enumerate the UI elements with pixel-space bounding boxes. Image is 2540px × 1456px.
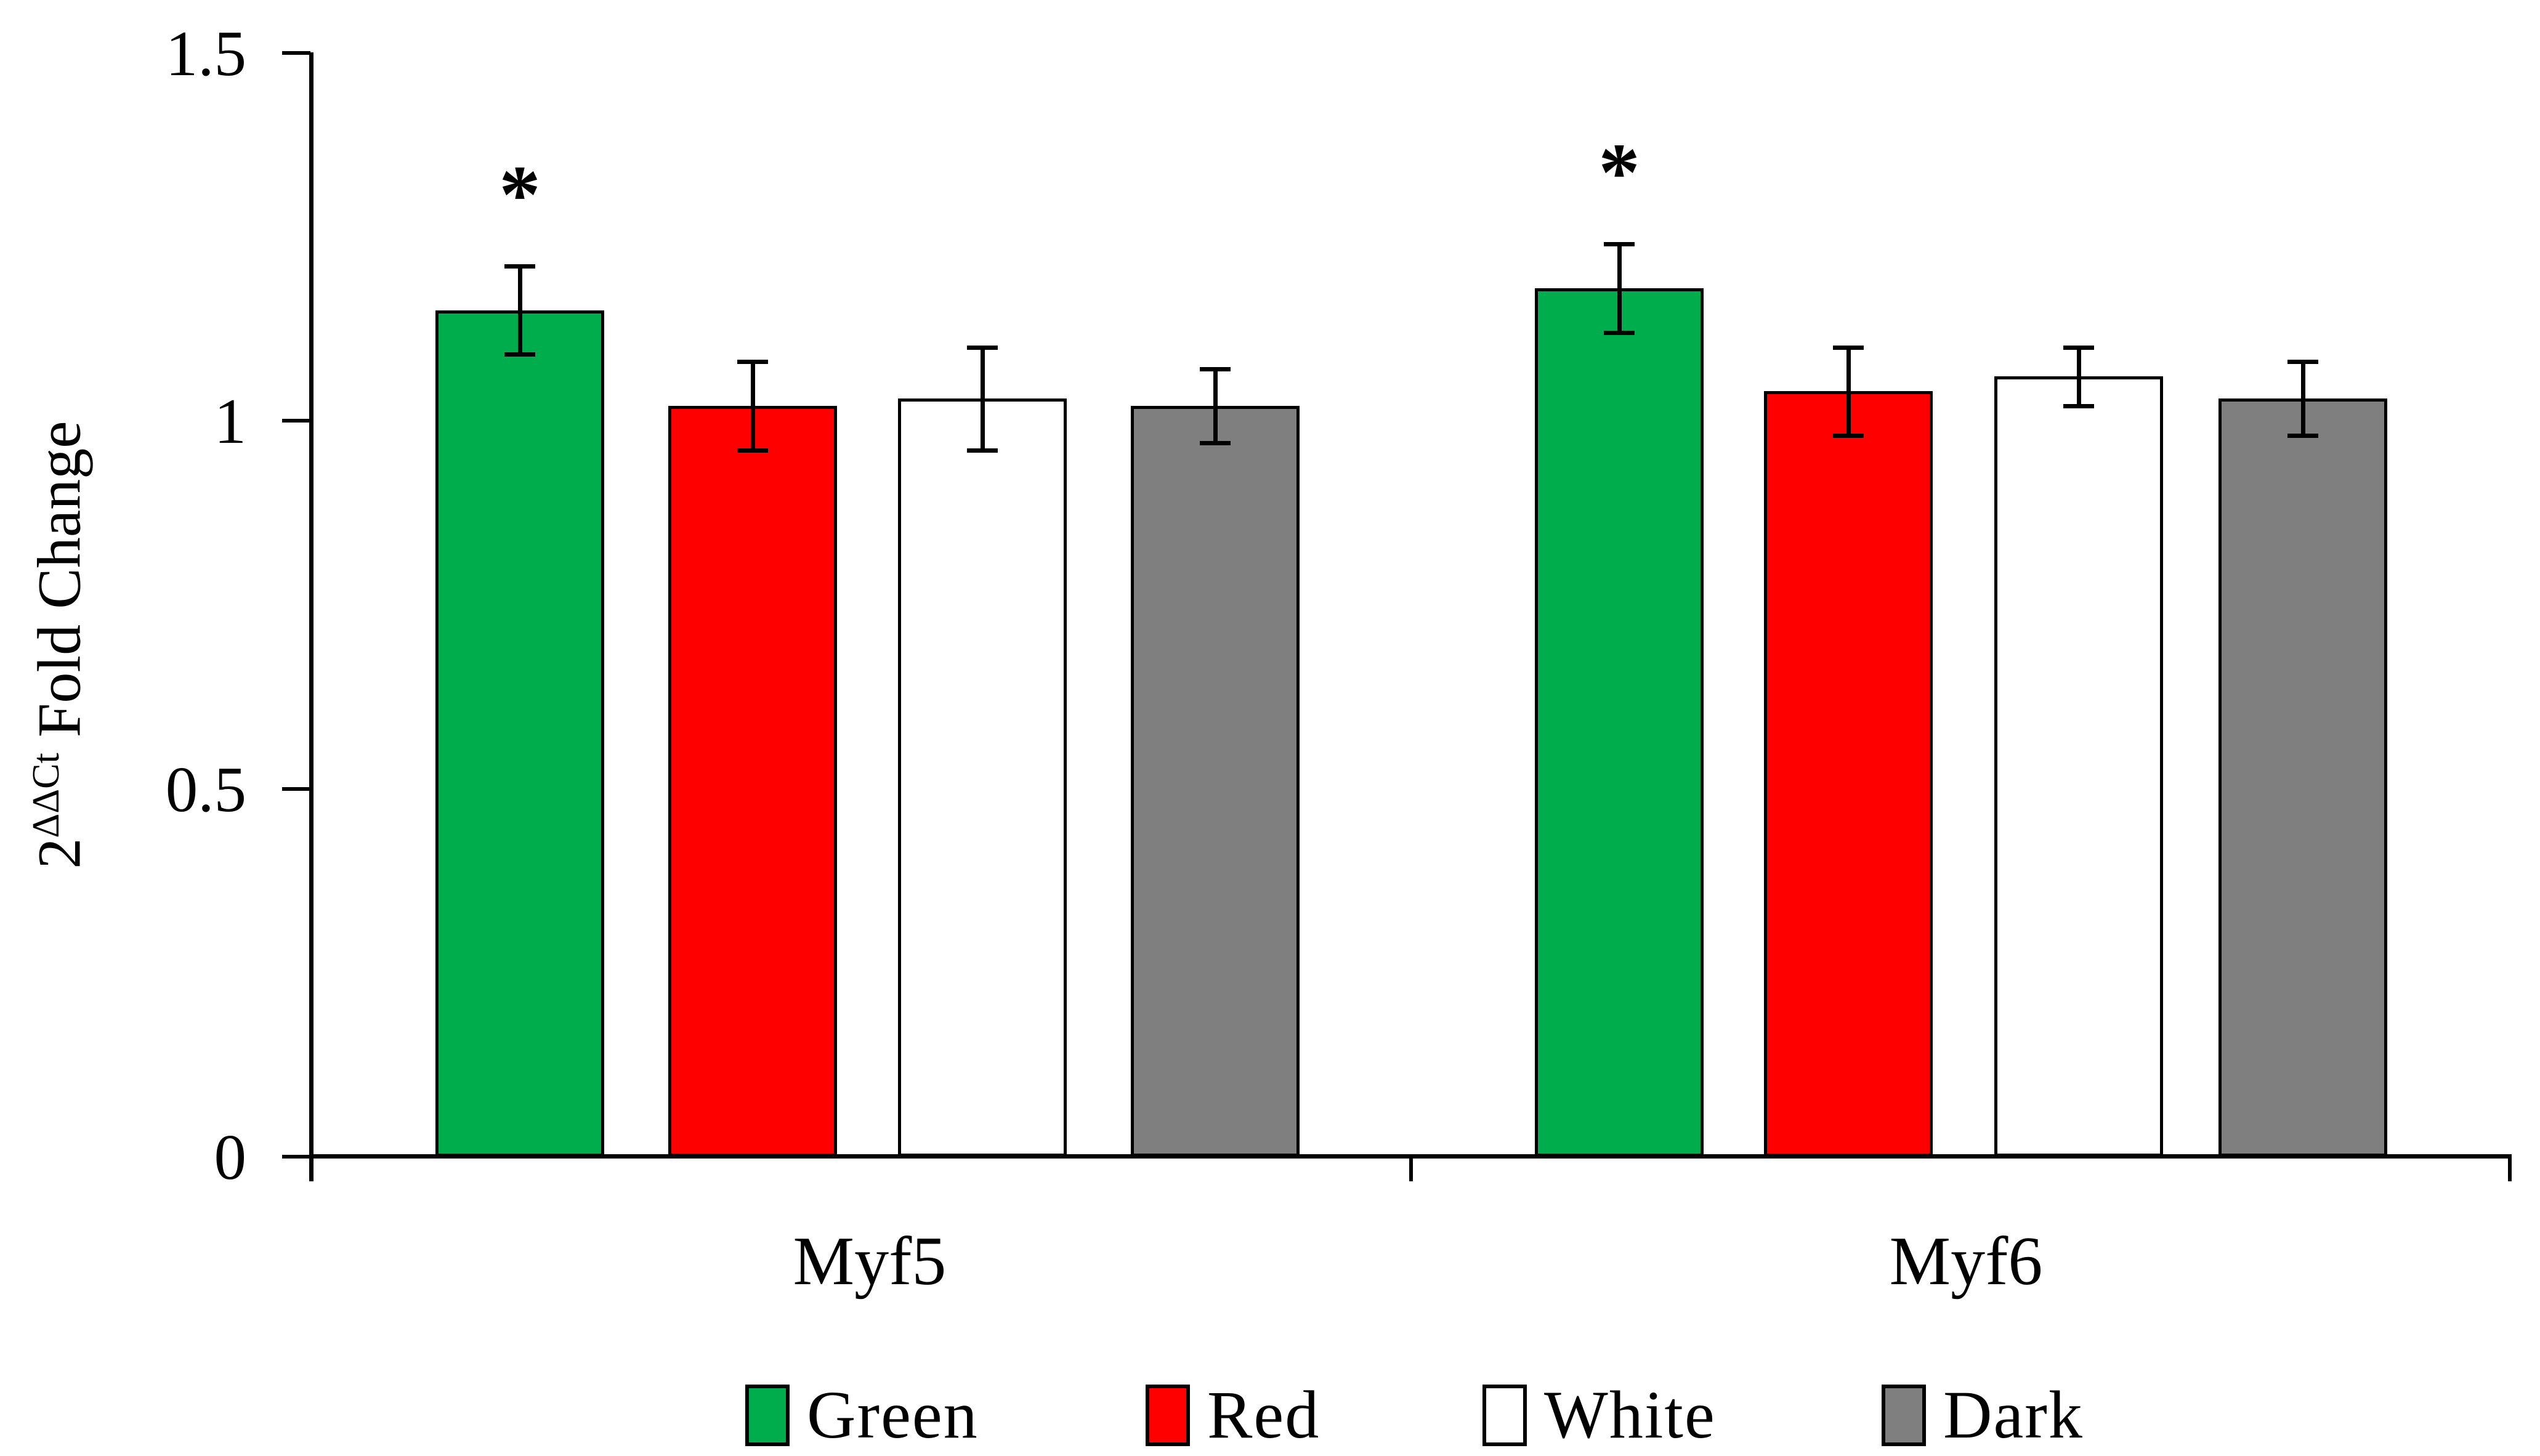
bar-myf5-white-error-whisker [980,347,985,450]
bar-myf6-green-error-cap-bottom [1604,330,1635,335]
bar-myf6-dark-error-cap-top [2287,360,2318,365]
legend-label-dark: Dark [1943,1377,2084,1452]
bar-myf6-dark [2218,398,2387,1157]
bar-myf5-white-error-cap-bottom [967,448,998,453]
bar-myf6-red-error-whisker [1846,347,1851,435]
x-category-label-myf5: Myf5 [793,1223,947,1300]
y-tick-label-0.5: 0.5 [165,753,246,825]
legend-swatch-white [1482,1385,1527,1446]
bar-myf5-red-error-whisker [750,362,755,450]
legend-label-red: Red [1207,1377,1321,1452]
bar-myf6-red [1764,391,1933,1157]
bar-myf6-red-error-cap-top [1833,345,1864,350]
legend-swatch-dark [1882,1385,1926,1446]
bar-myf6-white-error-cap-top [2063,345,2094,350]
bar-myf5-white-error-cap-top [967,345,998,350]
bar-myf6-white [1994,376,2163,1157]
legend-swatch-green [745,1385,790,1446]
bar-myf6-green [1535,288,1704,1157]
bar-myf5-dark-error-whisker [1213,369,1218,443]
bar-myf5-red-error-cap-top [737,360,768,365]
y-axis-tick-1.5 [282,51,310,55]
bar-myf6-dark-error-whisker [2300,362,2305,435]
legend-swatch-red [1146,1385,1190,1446]
y-tick-label-1: 1 [214,385,247,457]
bar-myf6-dark-error-cap-bottom [2287,433,2318,438]
bar-myf5-white [898,398,1067,1157]
bar-myf5-dark-error-cap-top [1200,367,1231,372]
bar-myf5-green-error-whisker [517,266,522,355]
bar-myf5-green [435,310,604,1157]
significance-asterisk-myf6: * [1598,127,1640,219]
bar-myf6-green-error-cap-top [1604,242,1635,247]
x-category-label-myf6: Myf6 [1889,1223,2043,1300]
legend-label-green: Green [807,1377,979,1452]
bar-myf5-dark-error-cap-bottom [1200,440,1231,445]
bar-myf6-white-error-cap-bottom [2063,404,2094,409]
legend-label-white: White [1544,1377,1716,1452]
bar-myf5-red [668,406,837,1157]
bar-myf5-green-error-cap-bottom [504,352,535,357]
y-axis-line [309,52,313,1181]
y-axis-tick-0 [282,1155,310,1159]
bar-myf5-green-error-cap-top [504,264,535,269]
bar-myf5-dark [1131,406,1300,1157]
bar-myf6-white-error-whisker [2076,347,2081,406]
y-tick-label-1.5: 1.5 [165,17,246,89]
x-axis-right-end-tick [2508,1159,2512,1181]
x-axis-line [309,1154,2512,1159]
y-axis-tick-1 [282,419,310,423]
y-tick-label-0: 0 [214,1121,247,1193]
x-axis-group-divider-tick [1409,1159,1413,1181]
bar-myf6-green-error-whisker [1617,244,1622,333]
y-axis-tick-0.5 [282,787,310,791]
bar-myf5-red-error-cap-bottom [737,448,768,453]
bar-myf6-red-error-cap-bottom [1833,433,1864,438]
significance-asterisk-myf5: * [499,149,541,241]
